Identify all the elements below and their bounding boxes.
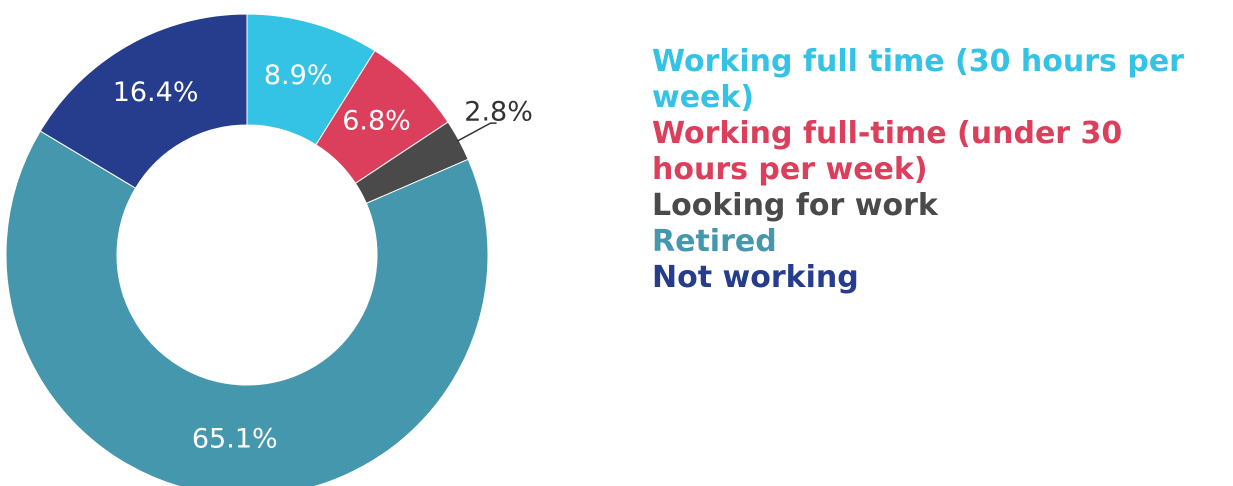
data-label: 2.8% [464,97,533,128]
legend-entry: Not working [652,260,859,295]
data-label: 8.9% [264,60,333,91]
data-label: 65.1% [192,424,278,455]
slice [5,130,489,486]
legend-entry: Retired [652,224,777,259]
legend-entry: Working full time (30 hours per week) [652,44,1184,115]
legend: Working full time (30 hours per week) Wor… [652,44,1212,296]
data-label: 16.4% [113,77,199,108]
legend-entry: Working full-time (under 30 hours per we… [652,116,1123,187]
slice [39,13,248,189]
leader-line [456,122,497,142]
legend-entry: Looking for work [652,188,938,223]
data-label: 6.8% [342,106,411,137]
